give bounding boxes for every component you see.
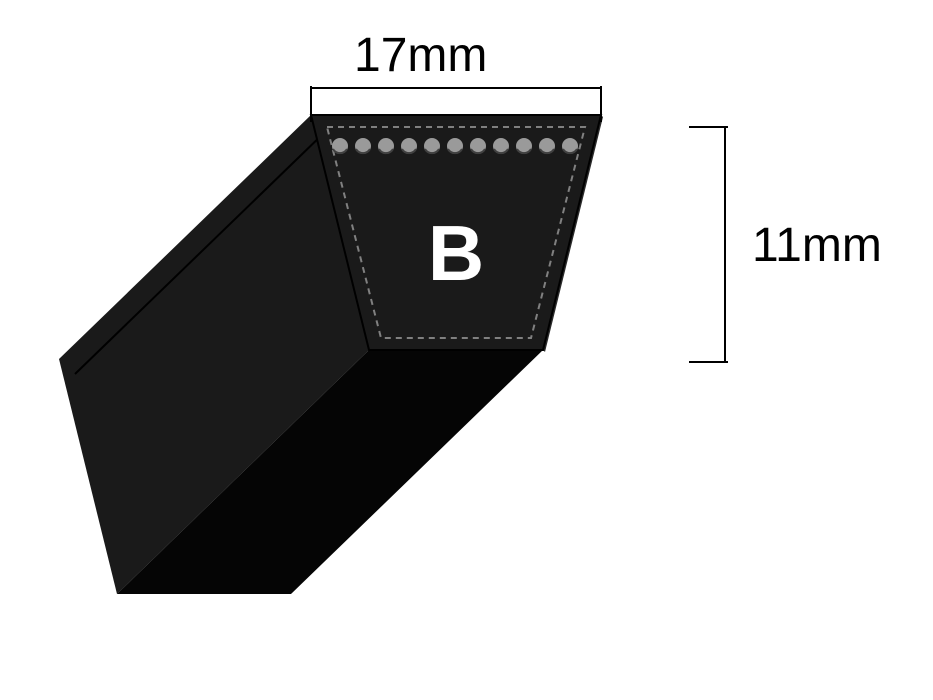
height-label: 11mm <box>752 218 882 273</box>
belt-svg: B <box>0 0 933 700</box>
belt-diagram: B 17mm 11mm <box>0 0 933 700</box>
width-label: 17mm <box>354 28 487 83</box>
height-dimension <box>689 127 728 362</box>
belt-letter: B <box>428 209 484 297</box>
